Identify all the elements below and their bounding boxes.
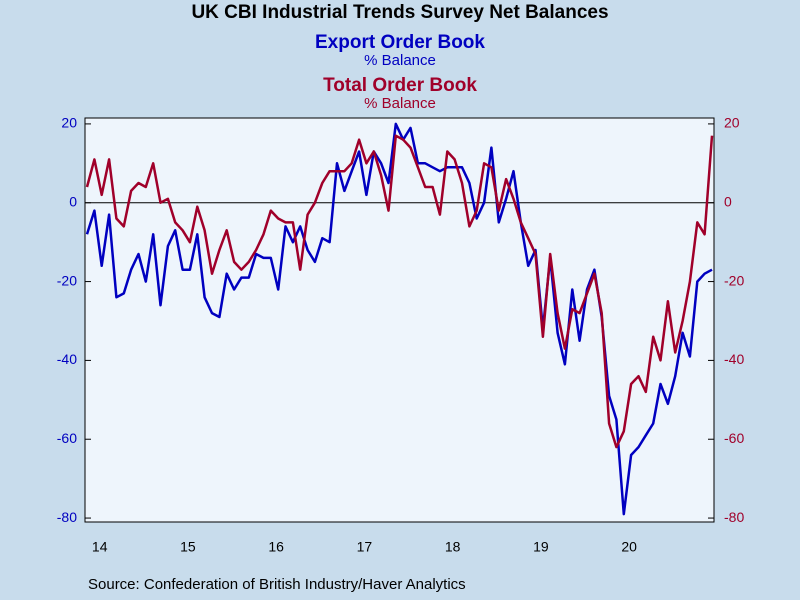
legend-entry: Export Order Book [315, 32, 485, 53]
legend-entry: Total Order Book [323, 75, 477, 96]
x-tick-label: 17 [357, 539, 373, 555]
y-tick-label: -80 [57, 509, 77, 525]
y-tick-label: -20 [57, 272, 77, 288]
axis-label: % Balance [364, 52, 436, 69]
y2-tick-label: -40 [724, 351, 744, 367]
plot-area [84, 117, 715, 523]
y-tick-label: -40 [57, 351, 77, 367]
axis-label: % Balance [364, 95, 436, 112]
y-tick-label: 20 [61, 115, 77, 131]
y-tick-label: -60 [57, 430, 77, 446]
y-tick-label: 0 [69, 193, 77, 209]
y2-tick-label: 0 [724, 193, 732, 209]
y2-tick-label: 20 [724, 115, 740, 131]
y2-tick-label: -80 [724, 509, 744, 525]
x-tick-label: 19 [533, 539, 549, 555]
x-tick-label: 14 [92, 539, 108, 555]
y2-tick-label: -20 [724, 272, 744, 288]
series-line [85, 122, 713, 516]
x-tick-label: 16 [268, 539, 284, 555]
x-tick-label: 20 [621, 539, 637, 555]
x-tick-label: 15 [180, 539, 196, 555]
series-line [85, 134, 714, 449]
y2-tick-label: -60 [724, 430, 744, 446]
chart-title: UK CBI Industrial Trends Survey Net Bala… [191, 2, 608, 23]
x-tick-label: 18 [445, 539, 461, 555]
source-note: Source: Confederation of British Industr… [88, 576, 466, 593]
